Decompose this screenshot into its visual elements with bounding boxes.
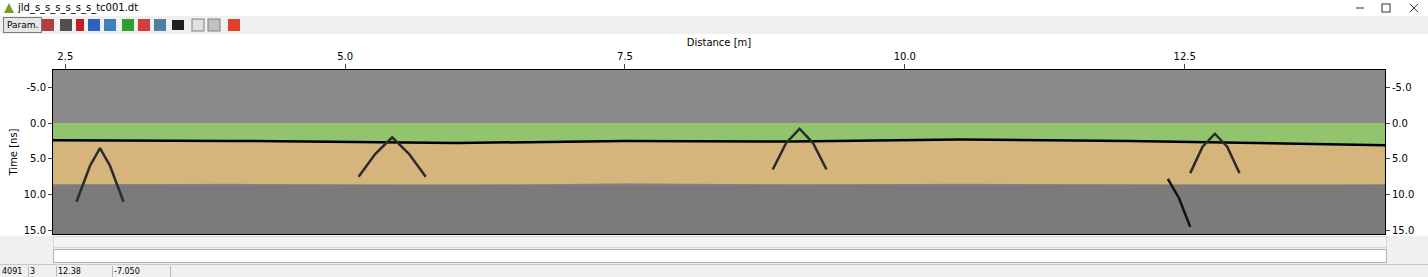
svg-text:-5.0: -5.0	[26, 82, 46, 93]
html-text:4091: 4091	[2, 267, 23, 276]
svg-text:0.0: 0.0	[30, 118, 46, 129]
svg-text:15.0: 15.0	[1392, 225, 1414, 236]
svg-text:7.5: 7.5	[617, 51, 633, 62]
svg-text:5.0: 5.0	[337, 51, 353, 62]
svg-text:10.0: 10.0	[24, 189, 46, 200]
html-text:12.38: 12.38	[58, 267, 81, 276]
html-text:Param.: Param.	[7, 20, 39, 30]
svg-text:10.0: 10.0	[1392, 189, 1414, 200]
svg-text:15.0: 15.0	[24, 225, 46, 236]
html-text:3: 3	[30, 267, 36, 276]
svg-text:10.0: 10.0	[894, 51, 916, 62]
svg-text:-5.0: -5.0	[1392, 82, 1412, 93]
svg-text:Distance [m]: Distance [m]	[687, 37, 752, 48]
svg-text:5.0: 5.0	[1392, 153, 1408, 164]
html-text:-7.050: -7.050	[114, 267, 140, 276]
svg-text:5.0: 5.0	[30, 153, 46, 164]
svg-text:0.0: 0.0	[1392, 118, 1408, 129]
svg-text:2.5: 2.5	[57, 51, 73, 62]
svg-text:Time [ns]: Time [ns]	[8, 128, 19, 176]
html-text:jld_s_s_s_s_s_s_tc001.dt: jld_s_s_s_s_s_s_tc001.dt	[18, 2, 139, 13]
svg-text:12.5: 12.5	[1174, 51, 1196, 62]
